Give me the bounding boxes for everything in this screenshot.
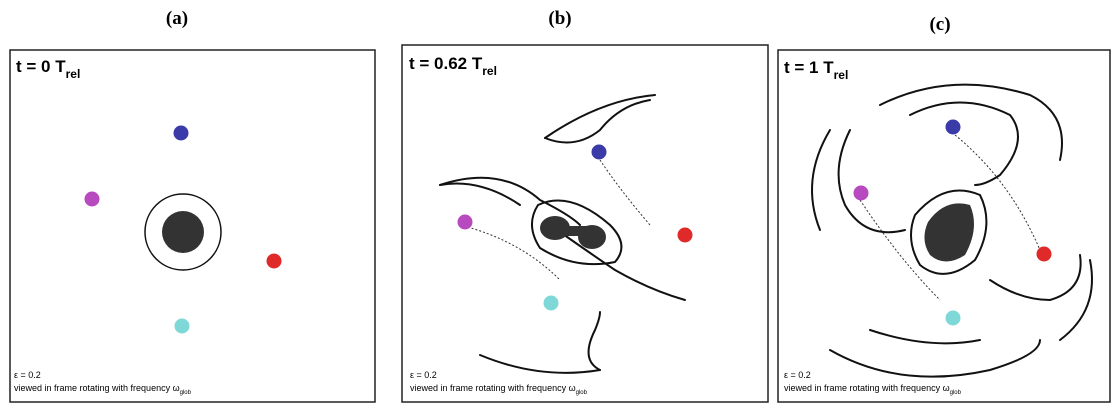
time-subscript: rel [66,67,81,81]
blue-dot [173,125,189,141]
caption-text: viewed in frame rotating with frequency … [410,383,576,393]
filament [1059,259,1093,341]
caption-subscript: glob [180,390,192,396]
core-bridge [555,226,591,236]
red-dot [1036,246,1052,262]
caption-subscript: glob [576,390,588,396]
epsilon-label: ε = 0.2 [784,370,811,380]
time-text: t = 0.62 T [409,54,483,73]
filament [479,354,601,374]
panel-label: (c) [929,14,950,35]
trail [599,159,651,226]
filament [544,94,656,139]
caption-text: viewed in frame rotating with frequency … [14,383,180,393]
trail [954,134,1041,251]
cyan-dot [543,295,559,311]
caption: viewed in frame rotating with frequency … [784,383,962,396]
filament [879,83,1063,161]
lobe [531,199,623,266]
trail [459,224,561,281]
time-label: t = 1 Trel [784,58,848,82]
caption-subscript: glob [950,390,962,396]
filament [909,101,1019,186]
blue-dot [591,144,607,160]
filament [439,182,521,206]
red-dot [266,253,282,269]
caption: viewed in frame rotating with frequency … [14,383,192,396]
ring [144,193,222,271]
panel-label: (a) [166,8,188,29]
core [924,203,974,262]
panel-label: (b) [548,8,571,29]
caption-text: viewed in frame rotating with frequency … [784,383,950,393]
filament [829,339,1041,378]
filament [811,129,831,231]
time-subscript: rel [834,68,849,82]
magenta-dot [853,185,869,201]
cyan-dot [945,310,961,326]
time-text: t = 1 T [784,58,834,77]
time-subscript: rel [482,64,497,78]
red-dot [677,227,693,243]
filament [544,99,651,144]
core [162,211,204,253]
filament [989,254,1082,302]
filament [869,329,981,345]
epsilon-label: ε = 0.2 [410,370,437,380]
filament [439,176,581,226]
blue-dot [945,119,961,135]
filament [587,311,601,371]
magenta-dot [84,191,100,207]
time-text: t = 0 T [16,57,66,76]
magenta-dot [457,214,473,230]
filament [559,231,686,301]
lobe [910,189,988,275]
time-label: t = 0 Trel [16,57,80,81]
caption: viewed in frame rotating with frequency … [410,383,588,396]
cyan-dot [174,318,190,334]
panel-frame [401,44,769,403]
time-label: t = 0.62 Trel [409,54,497,78]
filament [837,129,906,234]
trail [859,199,941,301]
epsilon-label: ε = 0.2 [14,370,41,380]
